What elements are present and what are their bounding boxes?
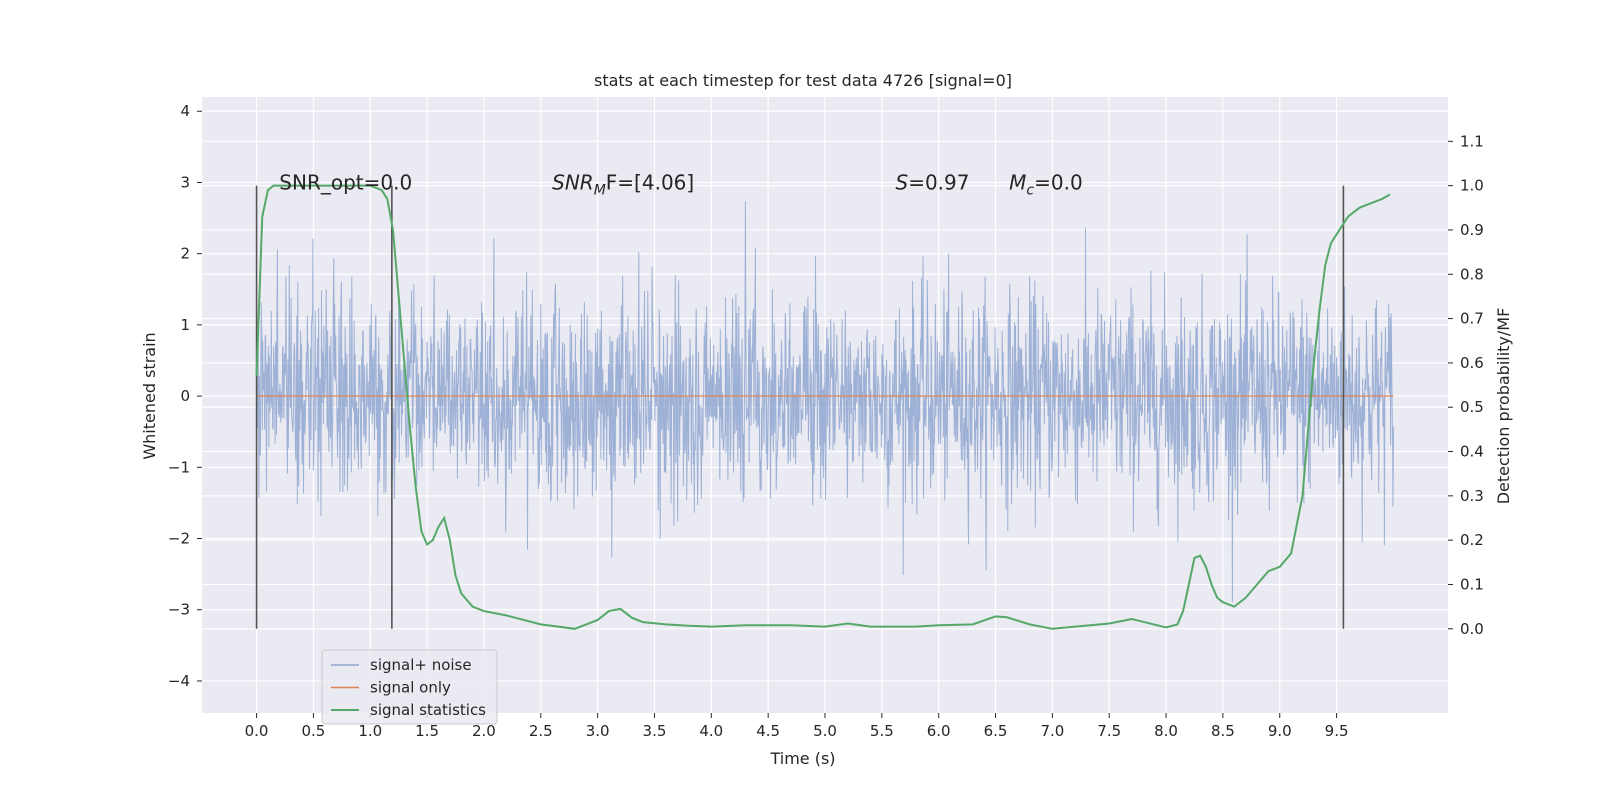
- statistics-series-layer: [255, 184, 1391, 630]
- x-tick-label: 1.0: [358, 722, 382, 740]
- y-tick-label: −3: [168, 601, 190, 619]
- legend-label: signal+ noise: [370, 656, 472, 674]
- annotation-text: Mc=0.0: [1009, 170, 1083, 198]
- y-axis-ticks: −4 −3 −2 −1 0 1 2 3 4: [168, 102, 202, 690]
- y2-tick-label: 0.3: [1460, 487, 1484, 505]
- y2-tick-label: 0.8: [1460, 265, 1484, 283]
- annotation-text: SNR_opt=0.0: [279, 170, 412, 194]
- x-tick-label: 8.5: [1211, 722, 1235, 740]
- x-tick-label: 3.0: [586, 722, 610, 740]
- x-tick-label: 2.5: [529, 722, 553, 740]
- x-tick-label: 5.5: [870, 722, 894, 740]
- y2-tick-label: 1.1: [1460, 132, 1484, 150]
- y2-axis-ticks: 0.0 0.1 0.2 0.3 0.4 0.5 0.6 0.7 0.8 0.9 1.0 1.1: [1448, 132, 1484, 638]
- noise-series-layer: [256, 201, 1394, 603]
- y-tick-label: 3: [180, 173, 190, 191]
- y2-tick-label: 1.0: [1460, 177, 1484, 195]
- legend-label: signal statistics: [370, 701, 486, 719]
- y-tick-label: −1: [168, 458, 190, 476]
- x-tick-label: 4.5: [756, 722, 780, 740]
- y-tick-label: 1: [180, 316, 190, 334]
- x-tick-label: 2.0: [472, 722, 496, 740]
- x-tick-label: 6.0: [927, 722, 951, 740]
- x-tick-label: 3.5: [643, 722, 667, 740]
- x-tick-label: 5.0: [813, 722, 837, 740]
- vertical-markers: [255, 185, 1345, 629]
- legend-label: signal only: [370, 679, 451, 697]
- series-signal-statistics-line: [255, 184, 1391, 630]
- y-tick-label: −2: [168, 530, 190, 548]
- plot-area: SNR_opt=0.0 SNRMF=[4.06] S=0.97 Mc=0.0: [202, 97, 1448, 713]
- x-tick-label: 9.0: [1268, 722, 1292, 740]
- y2-tick-label: 0.9: [1460, 221, 1484, 239]
- y2-tick-label: 0.0: [1460, 620, 1484, 638]
- y2-tick-label: 0.2: [1460, 531, 1484, 549]
- y2-axis-label: Detection probability/MF: [1494, 308, 1513, 505]
- legend: signal+ noise signal only signal statistic…: [321, 649, 498, 725]
- x-tick-label: 7.0: [1040, 722, 1064, 740]
- annotation-text: SNRMF=[4.06]: [552, 170, 694, 198]
- series-signal-noise-line: [256, 201, 1394, 603]
- annotation-text: S=0.97: [895, 170, 969, 194]
- y2-tick-label: 0.5: [1460, 398, 1484, 416]
- legend-box: [321, 649, 498, 725]
- y-tick-label: 2: [180, 245, 190, 263]
- x-tick-label: 0.5: [301, 722, 325, 740]
- y-tick-label: 0: [180, 387, 190, 405]
- x-tick-label: 7.5: [1097, 722, 1121, 740]
- y2-tick-label: 0.6: [1460, 354, 1484, 372]
- x-tick-label: 1.5: [415, 722, 439, 740]
- x-tick-label: 0.0: [245, 722, 269, 740]
- x-tick-label: 4.0: [699, 722, 723, 740]
- x-tick-label: 6.5: [984, 722, 1008, 740]
- x-axis-label: Time (s): [769, 749, 835, 768]
- y2-tick-label: 0.4: [1460, 443, 1484, 461]
- x-tick-label: 9.5: [1325, 722, 1349, 740]
- y2-tick-label: 0.7: [1460, 310, 1484, 328]
- y-axis-label: Whitened strain: [140, 332, 159, 459]
- annotations: SNR_opt=0.0 SNRMF=[4.06] S=0.97 Mc=0.0: [279, 170, 1082, 198]
- y-tick-label: 4: [180, 102, 190, 120]
- y2-tick-label: 0.1: [1460, 575, 1484, 593]
- x-axis-ticks: 0.0 0.5 1.0 1.5 2.0 2.5 3.0 3.5 4.0 4.5 5.0 5.5 6.0 6…: [245, 713, 1349, 740]
- chart-title: stats at each timestep for test data 472…: [594, 71, 1012, 90]
- x-tick-label: 8.0: [1154, 722, 1178, 740]
- y-tick-label: −4: [168, 672, 190, 690]
